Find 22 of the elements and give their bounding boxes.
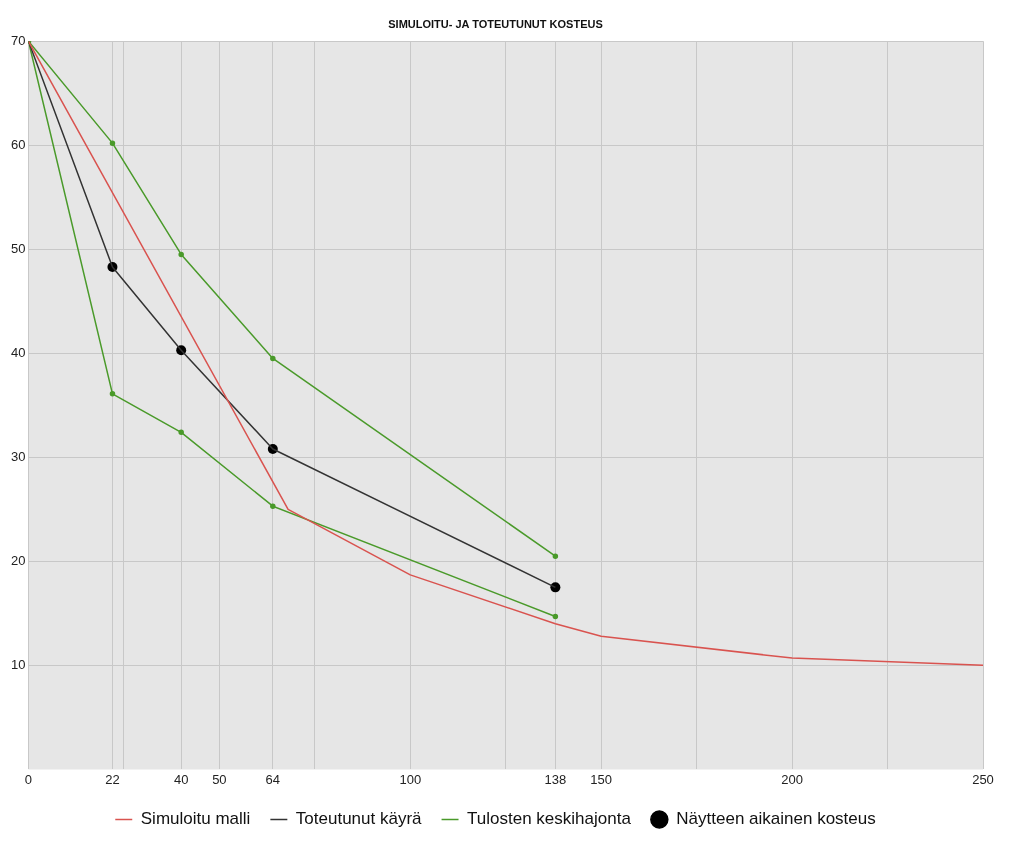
legend-label: Simuloitu malli (140, 809, 251, 829)
y-tick-label: 20 (10, 552, 26, 568)
y-tick-label: 50 (10, 240, 26, 256)
x-tick-label: 100 (399, 771, 422, 787)
x-tick-label: 50 (212, 771, 227, 787)
x-tick-label: 64 (265, 771, 281, 787)
x-tick-label: 40 (173, 771, 189, 787)
x-tick-label: 200 (781, 771, 803, 787)
x-tick-label: 138 (544, 771, 567, 787)
x-tick-label: 150 (590, 771, 613, 787)
y-tick-label: 10 (10, 656, 26, 672)
y-tick-label: 40 (10, 344, 26, 360)
x-tick-label: 22 (105, 771, 120, 787)
x-tick-label: 250 (972, 771, 994, 787)
y-tick-label: 60 (10, 136, 26, 152)
legend-label: Tulosten keskihajonta (467, 809, 632, 829)
x-tick-label: 0 (24, 771, 33, 787)
legend-label: Näytteen aikainen kosteus (676, 809, 876, 829)
y-tick-label: 70 (10, 32, 26, 48)
y-tick-label: 30 (10, 448, 26, 464)
chart-title: SIMULOITU- JA TOTEUTUNUT KOSTEUS (388, 17, 603, 30)
legend-label: Toteutunut käyrä (295, 809, 423, 829)
